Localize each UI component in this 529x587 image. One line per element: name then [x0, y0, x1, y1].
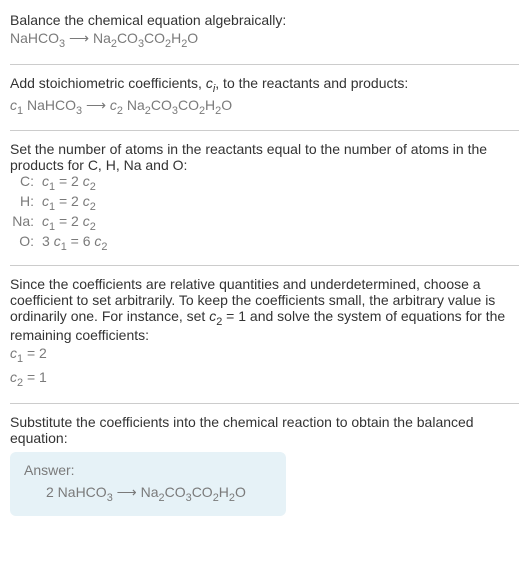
rhs-3: CO — [144, 30, 165, 46]
ci-c: c — [206, 75, 213, 91]
atom-row: H:c1 = 2 c2 — [10, 193, 107, 213]
atoms-intro: Set the number of atoms in the reactants… — [10, 141, 519, 173]
solution-c1: c1 = 2 — [10, 343, 519, 367]
intro-text: Balance the chemical equation algebraica… — [10, 12, 519, 28]
unbalanced-equation: NaHCO3 ⟶ Na2CO3CO2H2O — [10, 28, 519, 52]
answer-label: Answer: — [24, 462, 272, 484]
atom-equation: c1 = 2 c2 — [42, 213, 107, 233]
divider — [10, 403, 519, 404]
answer-intro: Substitute the coefficients into the che… — [10, 414, 519, 446]
section-coeffs: Add stoichiometric coefficients, ci, to … — [10, 69, 519, 127]
arrow: ⟶ — [113, 484, 141, 500]
c2: c — [110, 97, 117, 113]
divider — [10, 265, 519, 266]
atom-label: O: — [10, 233, 42, 253]
rhs-4: H — [219, 484, 229, 500]
divider — [10, 130, 519, 131]
atom-equation: c1 = 2 c2 — [42, 173, 107, 193]
arrow: ⟶ — [82, 97, 110, 113]
coeff-equation: c1 NaHCO3 ⟶ c2 Na2CO3CO2H2O — [10, 95, 519, 119]
atom-label: C: — [10, 173, 42, 193]
rhs-5: O — [221, 97, 232, 113]
atom-label: H: — [10, 193, 42, 213]
rhs-3: CO — [178, 97, 199, 113]
rhs-2: CO — [165, 484, 186, 500]
atom-equations: C:c1 = 2 c2H:c1 = 2 c2Na:c1 = 2 c2O:3 c1… — [10, 173, 107, 252]
v: = 2 — [23, 345, 47, 361]
atom-equation: c1 = 2 c2 — [42, 193, 107, 213]
rhs-2: CO — [151, 97, 172, 113]
atom-row: O:3 c1 = 6 c2 — [10, 233, 107, 253]
section-atoms: Set the number of atoms in the reactants… — [10, 135, 519, 260]
c1: c — [10, 97, 17, 113]
lhs: NaHCO — [10, 30, 59, 46]
answer-box: Answer: 2 NaHCO3 ⟶ Na2CO3CO2H2O — [10, 452, 286, 516]
rhs-1: Na — [141, 484, 159, 500]
rhs-3: CO — [192, 484, 213, 500]
v: = 1 — [23, 369, 47, 385]
rhs-5: O — [235, 484, 246, 500]
rhs-1: Na — [123, 97, 145, 113]
section-solve: Since the coefficients are relative quan… — [10, 270, 519, 399]
t1: Add stoichiometric coefficients, — [10, 75, 206, 91]
section-intro: Balance the chemical equation algebraica… — [10, 6, 519, 60]
balanced-equation: 2 NaHCO3 ⟶ Na2CO3CO2H2O — [24, 484, 272, 504]
divider — [10, 64, 519, 65]
arrow: ⟶ — [65, 30, 93, 46]
atom-equation: 3 c1 = 6 c2 — [42, 233, 107, 253]
lhs: NaHCO — [23, 97, 76, 113]
rhs-5: O — [187, 30, 198, 46]
atom-label: Na: — [10, 213, 42, 233]
rhs-4: H — [205, 97, 215, 113]
atom-row: C:c1 = 2 c2 — [10, 173, 107, 193]
atom-row: Na:c1 = 2 c2 — [10, 213, 107, 233]
section-answer: Substitute the coefficients into the che… — [10, 408, 519, 524]
rhs-1: Na — [93, 30, 111, 46]
c: c — [10, 369, 17, 385]
rhs-2: CO — [117, 30, 138, 46]
c: c — [10, 345, 17, 361]
rhs-4: H — [171, 30, 181, 46]
t2: , to the reactants and products: — [215, 75, 408, 91]
coeffs-text: Add stoichiometric coefficients, ci, to … — [10, 75, 519, 95]
solution-c2: c2 = 1 — [10, 367, 519, 391]
coef: 2 NaHCO — [46, 484, 107, 500]
solve-text: Since the coefficients are relative quan… — [10, 276, 519, 344]
